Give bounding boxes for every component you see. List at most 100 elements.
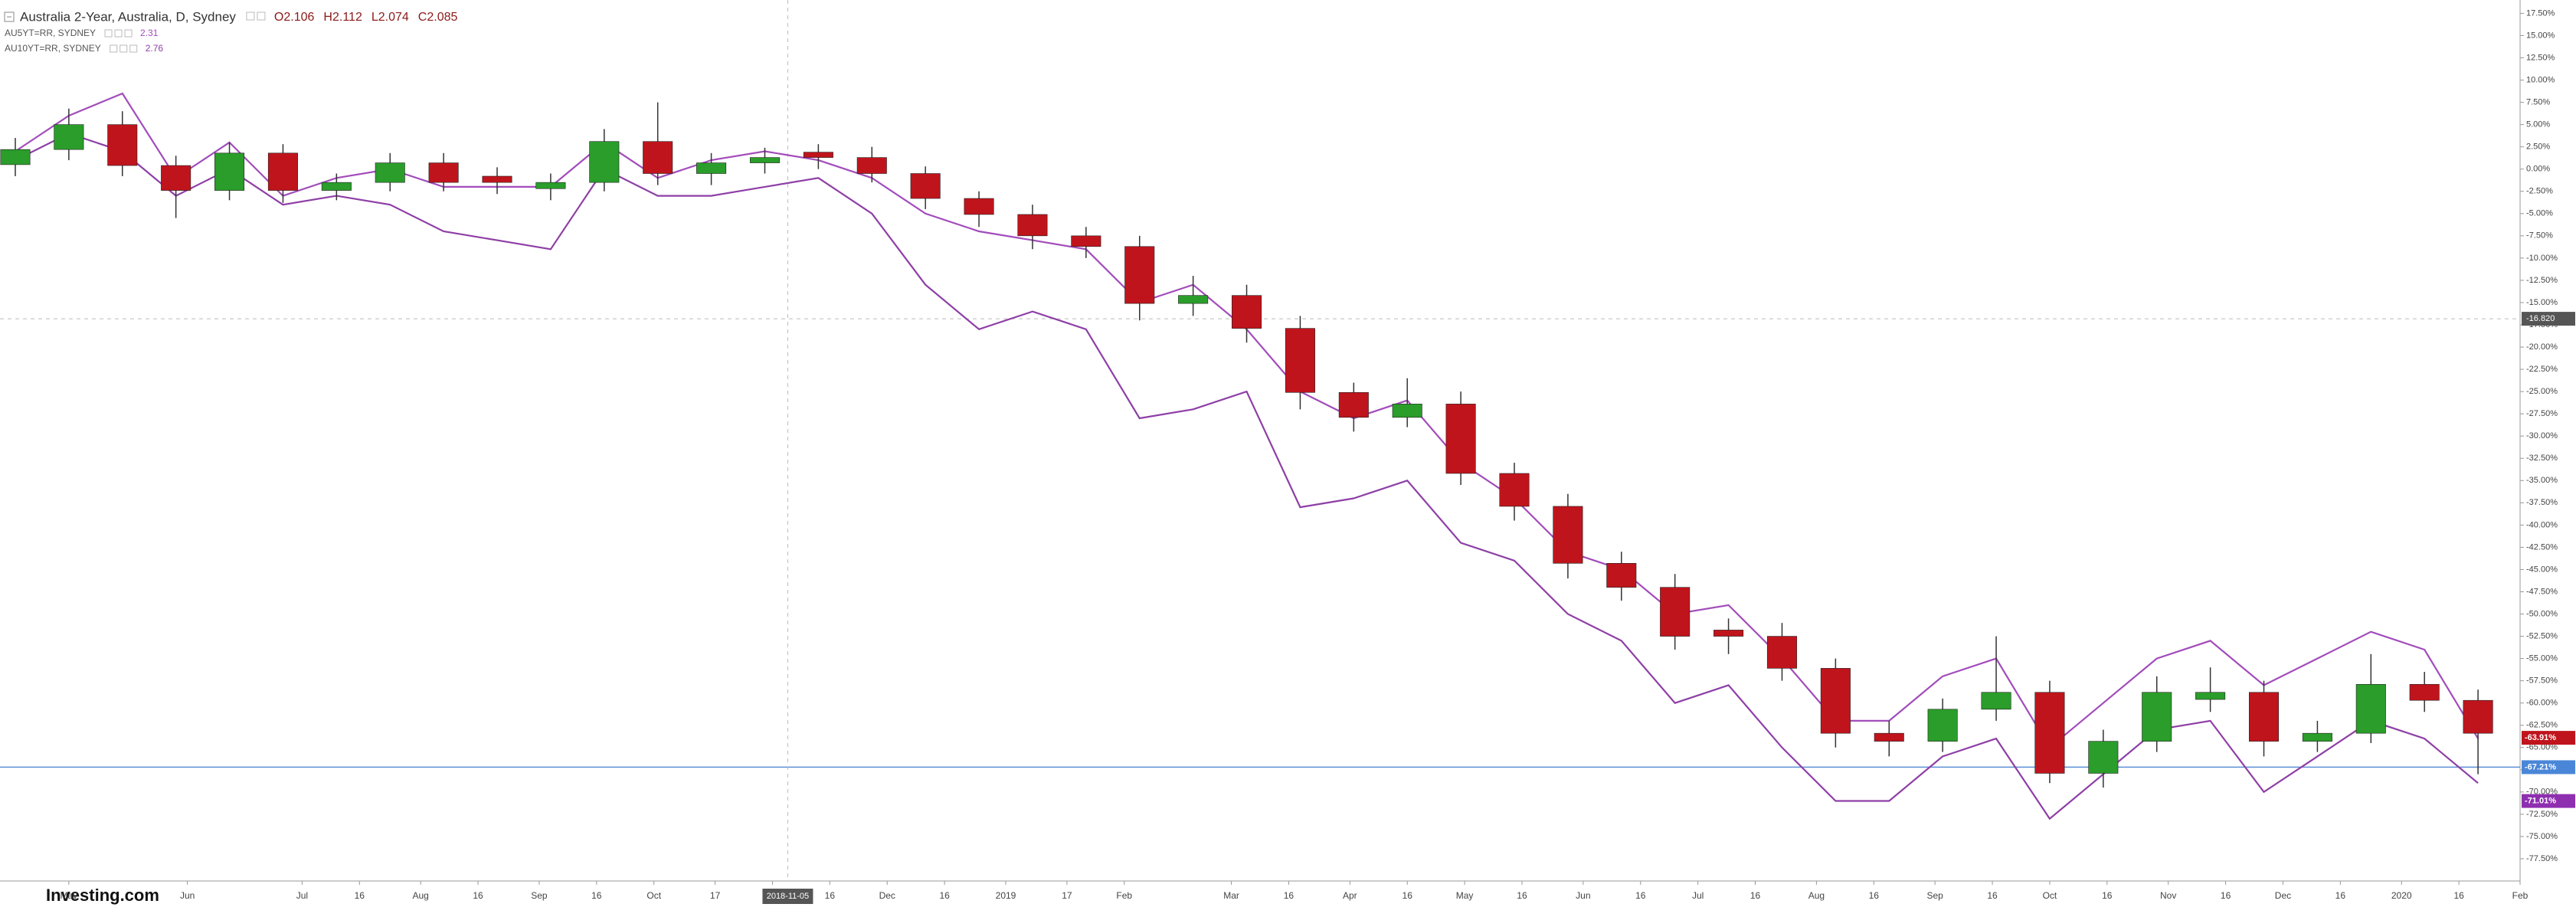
legend-button[interactable] — [246, 11, 255, 21]
candle-body — [161, 165, 191, 191]
candle-body — [428, 162, 459, 183]
candle-body — [0, 149, 31, 165]
x-tick-label: 16 — [1869, 890, 1880, 901]
crosshair-x-label: 2018-11-05 — [767, 892, 809, 901]
candle-body — [482, 175, 512, 183]
y-tick-label: 0.00% — [2526, 165, 2550, 174]
legend-button[interactable] — [257, 11, 266, 21]
y-tick-label: -40.00% — [2526, 520, 2558, 529]
candle-body — [2302, 732, 2332, 742]
candle-body — [375, 162, 405, 183]
x-tick-label: 16 — [1750, 890, 1761, 901]
x-tick-label: 16 — [2335, 890, 2346, 901]
candle-body — [1499, 473, 1530, 507]
candle-body — [589, 141, 620, 183]
candle-body — [214, 152, 245, 191]
legend-button[interactable] — [104, 29, 113, 38]
x-tick-label: Sep — [531, 890, 548, 901]
collapse-toggle[interactable] — [4, 11, 15, 22]
x-tick-label: Aug — [1808, 890, 1825, 901]
main-title: Australia 2-Year, Australia, D, Sydney — [20, 9, 236, 24]
legend-button[interactable] — [129, 44, 138, 53]
x-tick-label: Aug — [412, 890, 428, 901]
x-tick-label: Feb — [2512, 890, 2529, 901]
y-tick-label: -52.50% — [2526, 631, 2558, 640]
crosshair-y-box — [2522, 312, 2575, 326]
last-value-box — [2522, 731, 2575, 745]
y-tick-label: -10.00% — [2526, 254, 2558, 263]
x-tick-label: 16 — [591, 890, 602, 901]
last-value-label: -71.01% — [2525, 796, 2556, 805]
candle-body — [1124, 246, 1155, 304]
candle-body — [643, 141, 673, 174]
last-value-box — [2522, 760, 2575, 775]
x-tick-label: May — [1456, 890, 1474, 901]
y-tick-label: -57.50% — [2526, 676, 2558, 686]
x-tick-label: 16 — [1517, 890, 1527, 901]
candle-body — [964, 198, 994, 215]
candle-body — [1766, 636, 1797, 669]
x-tick-label: 17 — [1062, 890, 1072, 901]
ohlc-key: H — [323, 11, 332, 24]
candle-body — [1338, 391, 1369, 418]
candle-body — [1927, 709, 1958, 742]
legend-button[interactable] — [124, 29, 133, 38]
y-tick-label: -2.50% — [2526, 187, 2553, 196]
x-tick-label: 16 — [1284, 890, 1295, 901]
x-tick-label: Oct — [646, 890, 661, 901]
y-tick-label: 7.50% — [2526, 97, 2550, 106]
x-tick-label: Dec — [879, 890, 895, 901]
ohlc-key: L — [372, 11, 378, 24]
last-value-label: -67.21% — [2525, 762, 2556, 771]
candle-body — [1606, 563, 1637, 588]
y-tick-label: 2.50% — [2526, 142, 2550, 152]
x-tick-label: Jun — [180, 890, 195, 901]
x-tick-label: 16 — [473, 890, 483, 901]
x-tick-label: 17 — [710, 890, 721, 901]
legend-button[interactable] — [119, 44, 128, 53]
line-series — [15, 133, 2479, 820]
legend-value: 2.76 — [146, 43, 164, 54]
y-tick-label: -60.00% — [2526, 699, 2558, 708]
candle-body — [2195, 692, 2226, 700]
candle-body — [267, 152, 298, 191]
candle-body — [107, 124, 138, 166]
candle-body — [2088, 741, 2119, 774]
x-tick-label: Dec — [2275, 890, 2291, 901]
candle-body — [535, 182, 566, 189]
candle-body — [696, 162, 727, 174]
x-tick-label: 16 — [2453, 890, 2464, 901]
candle-body — [2355, 683, 2386, 734]
logo: Investing.com — [46, 886, 159, 905]
y-tick-label: -25.00% — [2526, 387, 2558, 396]
y-tick-label: 10.00% — [2526, 75, 2555, 84]
candle-body — [749, 157, 781, 163]
last-value-label: -63.91% — [2525, 733, 2556, 742]
candle-body — [1232, 295, 1262, 329]
candle-body — [803, 152, 833, 158]
crosshair-x-box — [762, 889, 813, 904]
candle-body — [1071, 235, 1101, 247]
candle-body — [1981, 692, 2011, 710]
y-tick-label: -22.50% — [2526, 365, 2558, 374]
x-tick-label: Jul — [1692, 890, 1704, 901]
x-tick-label: May — [61, 890, 78, 901]
x-tick-label: 16 — [2221, 890, 2231, 901]
candle-body — [2409, 683, 2440, 701]
legend-button[interactable] — [110, 44, 118, 53]
legend-name: AU10YT=RR, SYDNEY — [5, 43, 101, 54]
y-tick-label: -55.00% — [2526, 654, 2558, 663]
x-tick-label: 16 — [939, 890, 950, 901]
candle-body — [1660, 587, 1691, 637]
legend-name: AU5YT=RR, SYDNEY — [5, 28, 96, 38]
candle-body — [1820, 668, 1851, 734]
legend-button[interactable] — [114, 29, 123, 38]
y-tick-label: -35.00% — [2526, 476, 2558, 485]
y-tick-label: -45.00% — [2526, 565, 2558, 574]
ohlc-key: C — [418, 11, 427, 24]
x-tick-label: Oct — [2043, 890, 2057, 901]
y-tick-label: 12.50% — [2526, 53, 2555, 62]
candle-body — [1285, 328, 1315, 393]
y-tick-label: -32.50% — [2526, 454, 2558, 463]
